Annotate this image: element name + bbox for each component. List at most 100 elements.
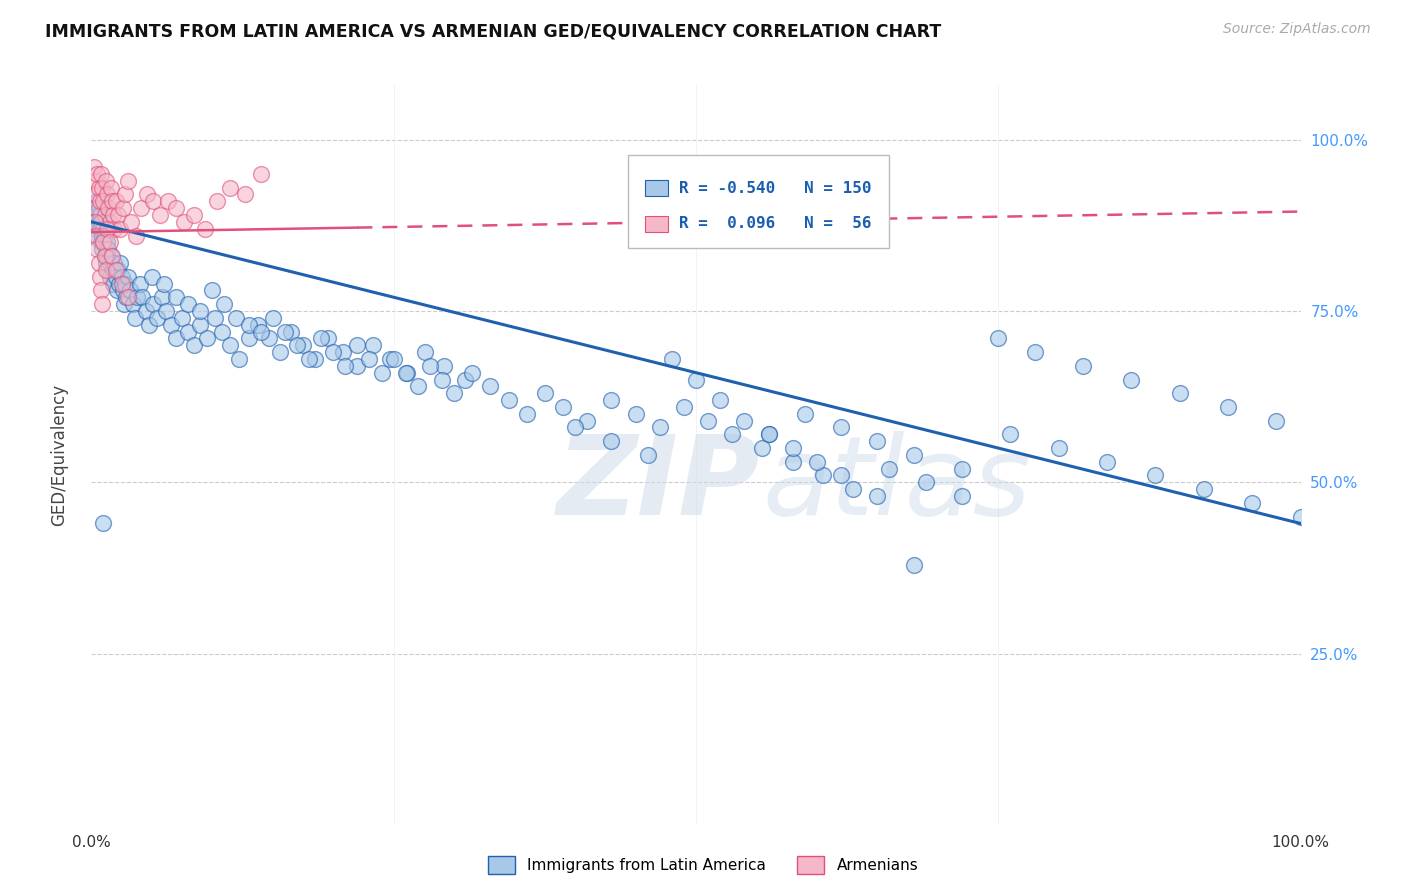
Point [96, 249, 118, 263]
Y-axis label: GED/Equivalency: GED/Equivalency [49, 384, 67, 526]
Point [950, 489, 973, 503]
Point [1000, 427, 1022, 442]
Point [103, 256, 125, 270]
Point [114, 187, 136, 202]
Text: R = -0.540   N = 150: R = -0.540 N = 150 [679, 180, 872, 195]
Point [90, 284, 112, 298]
Point [793, 407, 815, 421]
Point [84, 228, 107, 243]
Point [842, 482, 865, 496]
Point [406, 379, 429, 393]
Point [430, 372, 453, 386]
Point [96, 187, 118, 202]
Point [141, 269, 163, 284]
Text: atlas: atlas [762, 431, 1031, 538]
Point [89, 208, 111, 222]
Point [108, 277, 131, 291]
Point [219, 338, 242, 352]
Point [115, 290, 138, 304]
Point [97, 263, 120, 277]
Point [87, 215, 110, 229]
Point [205, 194, 228, 209]
Point [89, 269, 111, 284]
Point [114, 277, 136, 291]
Point [188, 304, 211, 318]
Point [101, 277, 124, 291]
Point [117, 269, 139, 284]
Point [382, 351, 405, 366]
Point [335, 359, 357, 373]
Point [600, 393, 623, 408]
Point [84, 208, 107, 222]
Point [1144, 468, 1167, 483]
Point [600, 434, 623, 449]
Point [165, 290, 187, 304]
Point [332, 345, 354, 359]
Point [94, 242, 117, 256]
Point [93, 249, 115, 263]
Point [1047, 441, 1070, 455]
Legend: Immigrants from Latin America, Armenians: Immigrants from Latin America, Armenians [482, 850, 924, 880]
Point [97, 201, 120, 215]
Point [419, 359, 441, 373]
Point [309, 331, 332, 345]
Point [160, 318, 183, 332]
Point [124, 310, 146, 325]
Point [111, 269, 132, 284]
Point [150, 290, 173, 304]
Point [238, 331, 260, 345]
Point [87, 180, 110, 194]
Point [101, 208, 124, 222]
Point [782, 455, 804, 469]
Point [105, 284, 128, 298]
Point [551, 400, 574, 414]
Point [111, 277, 132, 291]
Point [107, 263, 129, 277]
Point [866, 434, 889, 449]
Point [149, 208, 172, 222]
Point [346, 359, 368, 373]
Point [1121, 372, 1143, 386]
Point [83, 215, 105, 229]
Point [93, 516, 115, 531]
Point [183, 338, 205, 352]
Point [758, 427, 780, 442]
Point [361, 338, 384, 352]
Point [228, 351, 250, 366]
Point [96, 221, 118, 235]
Point [94, 174, 117, 188]
Point [117, 174, 139, 188]
Point [262, 310, 284, 325]
Point [165, 331, 187, 345]
Point [194, 221, 217, 235]
Point [238, 318, 260, 332]
Point [93, 208, 115, 222]
Point [90, 167, 112, 181]
Point [247, 318, 270, 332]
Point [233, 187, 256, 202]
Point [100, 180, 122, 194]
Point [96, 235, 118, 250]
Point [104, 263, 127, 277]
Point [1071, 359, 1094, 373]
Point [461, 366, 484, 380]
Point [86, 242, 108, 256]
Point [84, 221, 107, 235]
Point [112, 297, 135, 311]
Point [697, 414, 720, 428]
Point [758, 427, 780, 442]
Point [153, 277, 176, 291]
Point [479, 379, 502, 393]
Point [136, 187, 159, 202]
Point [879, 461, 901, 475]
Point [142, 297, 165, 311]
Point [1265, 414, 1288, 428]
Point [94, 263, 117, 277]
Point [121, 297, 143, 311]
Point [110, 256, 132, 270]
Text: IMMIGRANTS FROM LATIN AMERICA VS ARMENIAN GED/EQUIVALENCY CORRELATION CHART: IMMIGRANTS FROM LATIN AMERICA VS ARMENIA… [45, 22, 941, 40]
Point [142, 194, 165, 209]
Point [413, 345, 436, 359]
Point [751, 441, 773, 455]
Point [370, 366, 392, 380]
